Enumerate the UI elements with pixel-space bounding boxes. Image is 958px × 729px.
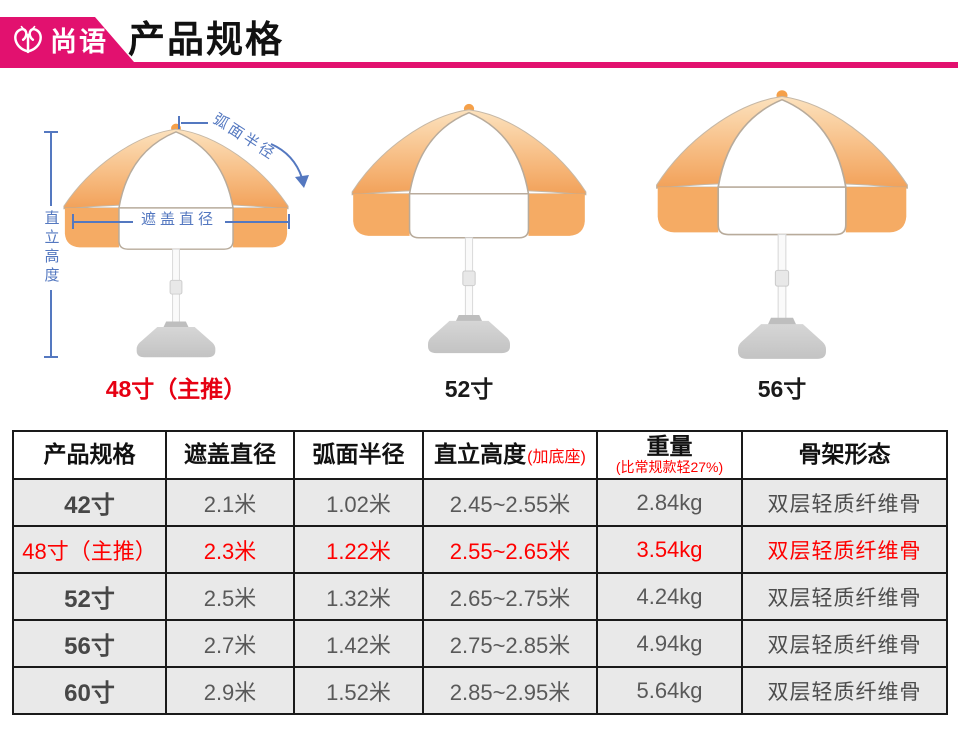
cell-frame: 双层轻质纤维骨: [741, 619, 948, 668]
cover-diameter-tick-left: [72, 214, 74, 229]
cell-height: 2.65~2.75米: [422, 572, 598, 621]
cell-frame: 双层轻质纤维骨: [741, 478, 948, 527]
arc-radius-tick: [178, 116, 180, 129]
cell-weight: 4.94kg: [596, 619, 743, 668]
col-header-radius: 弧面半径: [293, 430, 424, 480]
cell-weight: 3.54kg: [596, 525, 743, 574]
table-row-48-highlight: 48寸（主推） 2.3米 1.22米 2.55~2.65米 3.54kg 双层轻…: [12, 525, 948, 574]
cell-size: 48寸（主推）: [12, 525, 167, 574]
col-header-weight-label: 重量: [646, 433, 693, 460]
standing-height-tick-top: [44, 131, 58, 133]
col-header-height: 直立高度(加底座): [422, 430, 598, 480]
cell-radius: 1.02米: [293, 478, 424, 527]
col-header-height-note: (加底座): [527, 449, 586, 467]
cell-size: 56寸: [12, 619, 167, 668]
table-row-56: 56寸 2.7米 1.42米 2.75~2.85米 4.94kg 双层轻质纤维骨: [12, 619, 948, 668]
cell-weight: 4.24kg: [596, 572, 743, 621]
cell-weight: 5.64kg: [596, 666, 743, 715]
col-header-frame: 骨架形态: [741, 430, 948, 480]
umbrella-52-illustration: [351, 103, 587, 354]
cell-size: 42寸: [12, 478, 167, 527]
cell-diameter: 2.5米: [165, 572, 295, 621]
cell-diameter: 2.7米: [165, 619, 295, 668]
col-header-height-label: 直立高度: [434, 441, 527, 468]
butterfly-logo-icon: [14, 25, 42, 54]
registered-trademark: ®: [110, 25, 119, 39]
umbrella-diagram: 直立高度 遮盖直径 弧面半径 48寸（主推） 52寸 56寸: [0, 86, 958, 430]
cell-diameter: 2.1米: [165, 478, 295, 527]
col-header-diameter-label: 遮盖直径: [184, 441, 276, 468]
cell-radius: 1.32米: [293, 572, 424, 621]
cover-diameter-label: 遮盖直径: [133, 211, 226, 229]
cell-height: 2.85~2.95米: [422, 666, 598, 715]
cell-frame: 双层轻质纤维骨: [741, 525, 948, 574]
col-header-weight-note: (比常规款轻27%): [615, 459, 724, 476]
spec-table: 产品规格 遮盖直径 弧面半径 直立高度(加底座) 重量 (比常规款轻27%) 骨架…: [12, 430, 948, 715]
umbrella-48-caption: 48寸（主推）: [105, 376, 247, 402]
spec-table-header-row: 产品规格 遮盖直径 弧面半径 直立高度(加底座) 重量 (比常规款轻27%) 骨架…: [12, 430, 948, 480]
arc-radius-leader-line: [181, 122, 208, 124]
col-header-diameter: 遮盖直径: [165, 430, 295, 480]
cell-size: 52寸: [12, 572, 167, 621]
standing-height-label: 直立高度: [42, 206, 60, 290]
cell-height: 2.75~2.85米: [422, 619, 598, 668]
cell-frame: 双层轻质纤维骨: [741, 666, 948, 715]
brand-name: 尚语: [50, 27, 108, 57]
col-header-frame-label: 骨架形态: [798, 441, 891, 468]
col-header-size-label: 产品规格: [43, 441, 136, 468]
cell-weight: 2.84kg: [596, 478, 743, 527]
standing-height-tick-bottom: [44, 356, 58, 358]
table-row-60: 60寸 2.9米 1.52米 2.85~2.95米 5.64kg 双层轻质纤维骨: [12, 666, 948, 715]
cell-diameter: 2.3米: [165, 525, 295, 574]
table-row-52: 52寸 2.5米 1.32米 2.65~2.75米 4.24kg 双层轻质纤维骨: [12, 572, 948, 621]
umbrella-52-caption: 52寸: [444, 376, 494, 402]
page-title: 产品规格: [128, 19, 284, 60]
col-header-size: 产品规格: [12, 430, 167, 480]
umbrella-56-illustration: [655, 89, 909, 360]
col-header-weight: 重量 (比常规款轻27%): [596, 430, 743, 480]
table-row-42: 42寸 2.1米 1.02米 2.45~2.55米 2.84kg 双层轻质纤维骨: [12, 478, 948, 527]
cell-height: 2.45~2.55米: [422, 478, 598, 527]
arc-radius-arrow-icon: [270, 143, 309, 188]
cover-diameter-tick-right: [288, 214, 290, 229]
cell-height: 2.55~2.65米: [422, 525, 598, 574]
cell-radius: 1.42米: [293, 619, 424, 668]
cell-size: 60寸: [12, 666, 167, 715]
cell-radius: 1.22米: [293, 525, 424, 574]
col-header-radius-label: 弧面半径: [312, 441, 405, 468]
cell-frame: 双层轻质纤维骨: [741, 572, 948, 621]
umbrella-56-caption: 56寸: [757, 376, 807, 402]
cell-radius: 1.52米: [293, 666, 424, 715]
cell-diameter: 2.9米: [165, 666, 295, 715]
